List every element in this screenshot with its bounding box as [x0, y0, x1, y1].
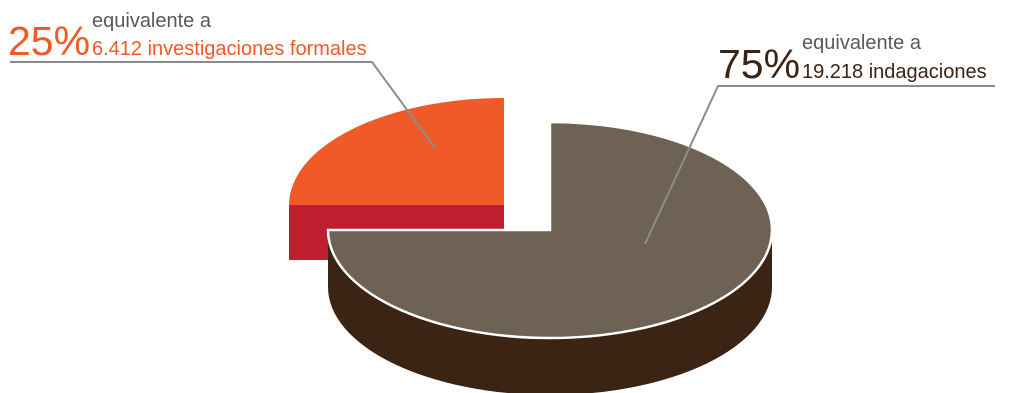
- slice-label: 6.412 investigaciones formales: [92, 38, 367, 60]
- slice-percent-label: 75%: [718, 41, 800, 87]
- leader-line-investigaciones-formales: [10, 61, 436, 149]
- slice-label: 19.218 indagaciones: [802, 61, 987, 83]
- slice-indagaciones-side: [328, 230, 772, 393]
- slice-percent-label: 25%: [8, 18, 90, 64]
- leader-line-indagaciones: [644, 85, 995, 245]
- slice-prefix-label: equivalente a: [92, 10, 212, 32]
- slice-indagaciones-top: [326, 120, 774, 340]
- slice-indagaciones: [326, 120, 774, 393]
- slice-prefix-label: equivalente a: [802, 32, 922, 54]
- slice-investigaciones-formales-top: [289, 98, 504, 205]
